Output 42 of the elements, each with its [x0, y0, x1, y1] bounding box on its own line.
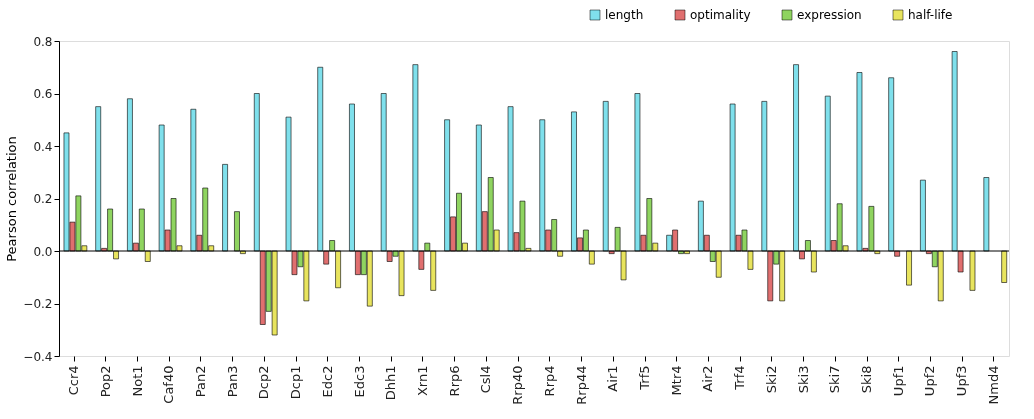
- y-axis-title: Pearson correlation: [4, 136, 20, 262]
- x-tick-label: Not1: [129, 365, 145, 397]
- x-tick-label: Rrp44: [573, 365, 589, 405]
- y-tick-label: −0.2: [23, 297, 53, 311]
- y-tick-label: 0.0: [33, 244, 53, 259]
- x-tick-label: Pop2: [97, 365, 113, 398]
- y-tick-label: −0.4: [23, 349, 53, 364]
- y-tick-label: 0.2: [33, 192, 53, 206]
- x-tick-label: Dhh1: [383, 365, 399, 401]
- x-tick-label: Trf4: [732, 365, 748, 391]
- x-tick-label: Csl4: [478, 365, 494, 394]
- x-tick-label: Upf1: [890, 365, 906, 397]
- x-tick-label: Ccr4: [66, 365, 82, 396]
- x-tick-label: Ski8: [859, 365, 875, 394]
- x-tick-label: Caf40: [161, 365, 177, 404]
- x-tick-label: Upf3: [954, 365, 970, 397]
- x-tick-label: Dcp2: [256, 365, 272, 400]
- x-tick-label: Dcp1: [288, 365, 304, 400]
- x-tick-label: Air1: [605, 365, 621, 392]
- y-tick-label: 0.4: [33, 139, 53, 154]
- x-tick-label: Ski3: [795, 365, 811, 394]
- x-tick-label: Pan2: [192, 365, 208, 398]
- x-tick-label: Edc3: [351, 365, 367, 398]
- x-tick-label: Ski2: [763, 365, 779, 394]
- x-tick-label: Air2: [700, 365, 716, 392]
- y-tick-label: 0.8: [33, 34, 53, 49]
- x-tick-label: Rrp6: [446, 365, 462, 397]
- x-tick-label: Rrp40: [510, 365, 526, 405]
- x-tick-label: Edc2: [319, 365, 335, 398]
- x-tick-label: Xrn1: [414, 365, 430, 397]
- x-tick-label: Rrp4: [541, 365, 557, 397]
- x-tick-label: Mtr4: [668, 365, 684, 396]
- x-tick-label: Pan3: [224, 365, 240, 398]
- legend-label: half-life: [908, 8, 953, 22]
- x-tick-label: Trf5: [637, 365, 653, 391]
- legend-label: length: [605, 8, 644, 22]
- legend-label: expression: [797, 8, 862, 22]
- x-tick-label: Nmd4: [985, 365, 1001, 405]
- legend-label: optimality: [690, 8, 751, 22]
- x-tick-label: Upf2: [922, 365, 938, 397]
- x-tick-label: Ski7: [827, 365, 843, 394]
- y-tick-label: 0.6: [33, 87, 53, 101]
